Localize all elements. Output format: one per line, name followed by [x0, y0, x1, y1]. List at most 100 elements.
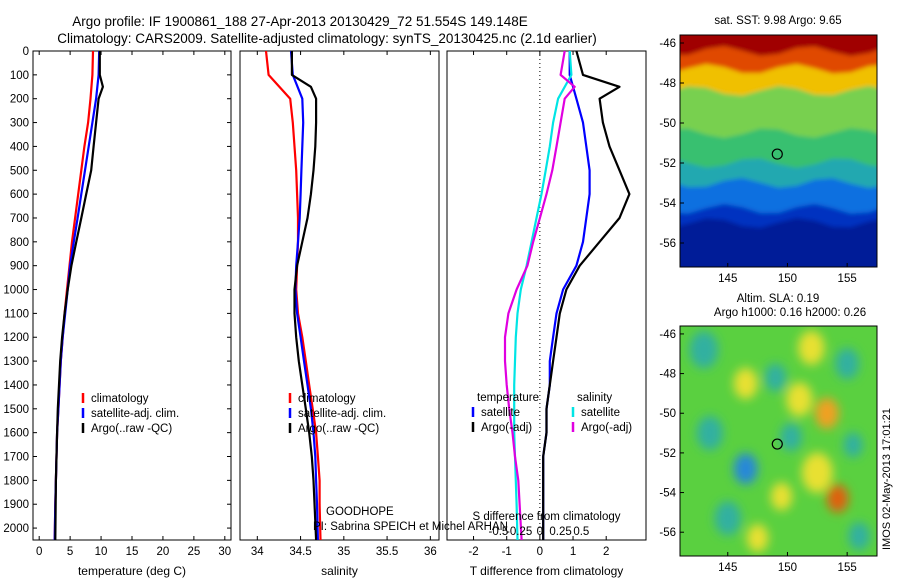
map-x-tick-label: 145 — [718, 273, 737, 285]
map-y-tick-label: -46 — [659, 38, 676, 50]
map-x-tick-label: 145 — [718, 562, 737, 574]
map-y-tick-label: -56 — [659, 238, 676, 250]
legend-entry: climatology — [298, 393, 356, 405]
map-frame — [679, 325, 878, 557]
x-tick-label: 10 — [95, 546, 108, 558]
sst-zone — [680, 86, 877, 139]
sst-map: 145 150 155 -46 -48 -50 -52 -54 -56 — [659, 34, 878, 285]
sla-blobs — [689, 330, 870, 553]
sst-map-title: sat. SST: 9.98 Argo: 9.65 — [714, 15, 841, 27]
legend-entry: Argo(..raw -QC) — [298, 423, 379, 435]
sla-anomaly — [733, 367, 758, 400]
legend-entry: Argo(-adj) — [481, 422, 532, 434]
y-tick-label: 1300 — [3, 356, 29, 368]
sst-zone — [680, 128, 877, 169]
map-x-tick-label: 150 — [778, 273, 797, 285]
argo-position-marker — [771, 148, 783, 160]
y-tick-label: 500 — [10, 165, 29, 177]
pi-label: PI: Sabrina SPEICH et Michel ARHAN — [313, 521, 508, 533]
sla-anomaly — [689, 331, 719, 369]
map-frame — [679, 34, 878, 268]
y-tick-label: 1800 — [3, 475, 29, 487]
sst-zone — [680, 218, 877, 267]
y-tick-label: 900 — [10, 261, 29, 273]
plot-frame — [446, 50, 647, 541]
sla-map-title: Altim. SLA: 0.19 — [737, 293, 819, 305]
legend-title-salinity: salinity — [577, 392, 612, 404]
y-tick-label: 200 — [10, 94, 29, 106]
x-tick-label: 34 — [251, 546, 264, 558]
y-tick-label: 1200 — [3, 332, 29, 344]
top-tick-label: -0.5 — [488, 526, 508, 538]
plot-frame — [239, 50, 440, 541]
sla-anomaly — [696, 415, 723, 451]
sst-field — [680, 35, 877, 267]
map-y-tick-label: -46 — [659, 329, 676, 341]
map-y-tick-label: -50 — [659, 118, 676, 130]
map-y-tick-label: -54 — [659, 198, 676, 210]
y-tick-label: 300 — [10, 118, 29, 130]
sla-anomaly — [843, 432, 863, 458]
x-tick-label: 25 — [187, 546, 200, 558]
sst-zone — [680, 46, 877, 75]
sla-anomaly — [770, 482, 793, 511]
x-tick-label: -2 — [468, 546, 478, 558]
sla-anomaly — [826, 484, 849, 513]
map-x-tick-label: 155 — [838, 562, 857, 574]
top-tick-label: 0.5 — [573, 526, 589, 538]
x-tick-label: 20 — [157, 546, 170, 558]
legend-entry: climatology — [91, 393, 149, 405]
legend-entry: satellite — [481, 407, 520, 419]
series-line-4 — [503, 50, 576, 541]
y-tick-label: 1600 — [3, 428, 29, 440]
legend-entry: Argo(-adj) — [581, 422, 632, 434]
x-axis-label: T difference from climatology — [470, 564, 624, 578]
x-tick-label: 30 — [218, 546, 231, 558]
x-tick-label: 0 — [36, 546, 42, 558]
temperature-panel: 0 5 10 15 20 25 300100200300400500600700800900… — [3, 46, 232, 578]
y-tick-label: 600 — [10, 189, 29, 201]
sla-anomaly — [733, 453, 758, 485]
series-line-3 — [54, 51, 105, 541]
sst-zone — [680, 64, 877, 97]
sla-anomaly — [814, 397, 839, 429]
plot-frame — [32, 50, 232, 541]
y-tick-label: 100 — [10, 70, 29, 82]
sla-anomaly — [764, 363, 787, 392]
x-tick-label: -1 — [502, 546, 512, 558]
y-tick-label: 800 — [10, 237, 29, 249]
x-tick-label: 0 — [537, 546, 543, 558]
sla-anomaly — [798, 330, 825, 365]
y-tick-label: 0 — [23, 46, 29, 58]
legend-entry: satellite-adj. clim. — [91, 408, 179, 420]
x-tick-label: 1 — [570, 546, 576, 558]
y-tick-label: 700 — [10, 213, 29, 225]
y-tick-label: 400 — [10, 141, 29, 153]
program-label: GOODHOPE — [326, 506, 394, 518]
sla-field — [680, 326, 877, 556]
sla-anomaly — [786, 382, 813, 417]
map-y-tick-label: -56 — [659, 527, 676, 539]
series-line-2 — [542, 50, 631, 540]
x-tick-label: 35 — [337, 546, 350, 558]
sla-map: 145 150 155 -46 -48 -50 -52 -54 -56 — [659, 325, 878, 574]
y-tick-label: 1500 — [3, 404, 29, 416]
sla-anomaly — [714, 501, 741, 536]
x-tick-label: 15 — [126, 546, 139, 558]
legend-title-temperature: temperature — [477, 392, 539, 404]
x-axis-label: salinity — [321, 564, 358, 578]
x-tick-label: 5 — [67, 546, 73, 558]
x-axis-label: temperature (deg C) — [78, 564, 186, 578]
sst-zones — [680, 35, 877, 267]
map-y-tick-label: -54 — [659, 488, 676, 500]
sla-anomaly — [780, 423, 802, 452]
x-tick-label: 35.5 — [376, 546, 398, 558]
sla-anomaly — [801, 452, 833, 493]
sla-map-subtitle: Argo h1000: 0.16 h2000: 0.26 — [714, 307, 866, 319]
x-tick-label: 36 — [424, 546, 437, 558]
map-y-tick-label: -50 — [659, 408, 676, 420]
map-y-tick-label: -48 — [659, 78, 676, 90]
salinity-panel: 34 34.5 35 35.5 36 salinity climatology satelli… — [239, 50, 440, 578]
x-tick-label: 2 — [603, 546, 609, 558]
